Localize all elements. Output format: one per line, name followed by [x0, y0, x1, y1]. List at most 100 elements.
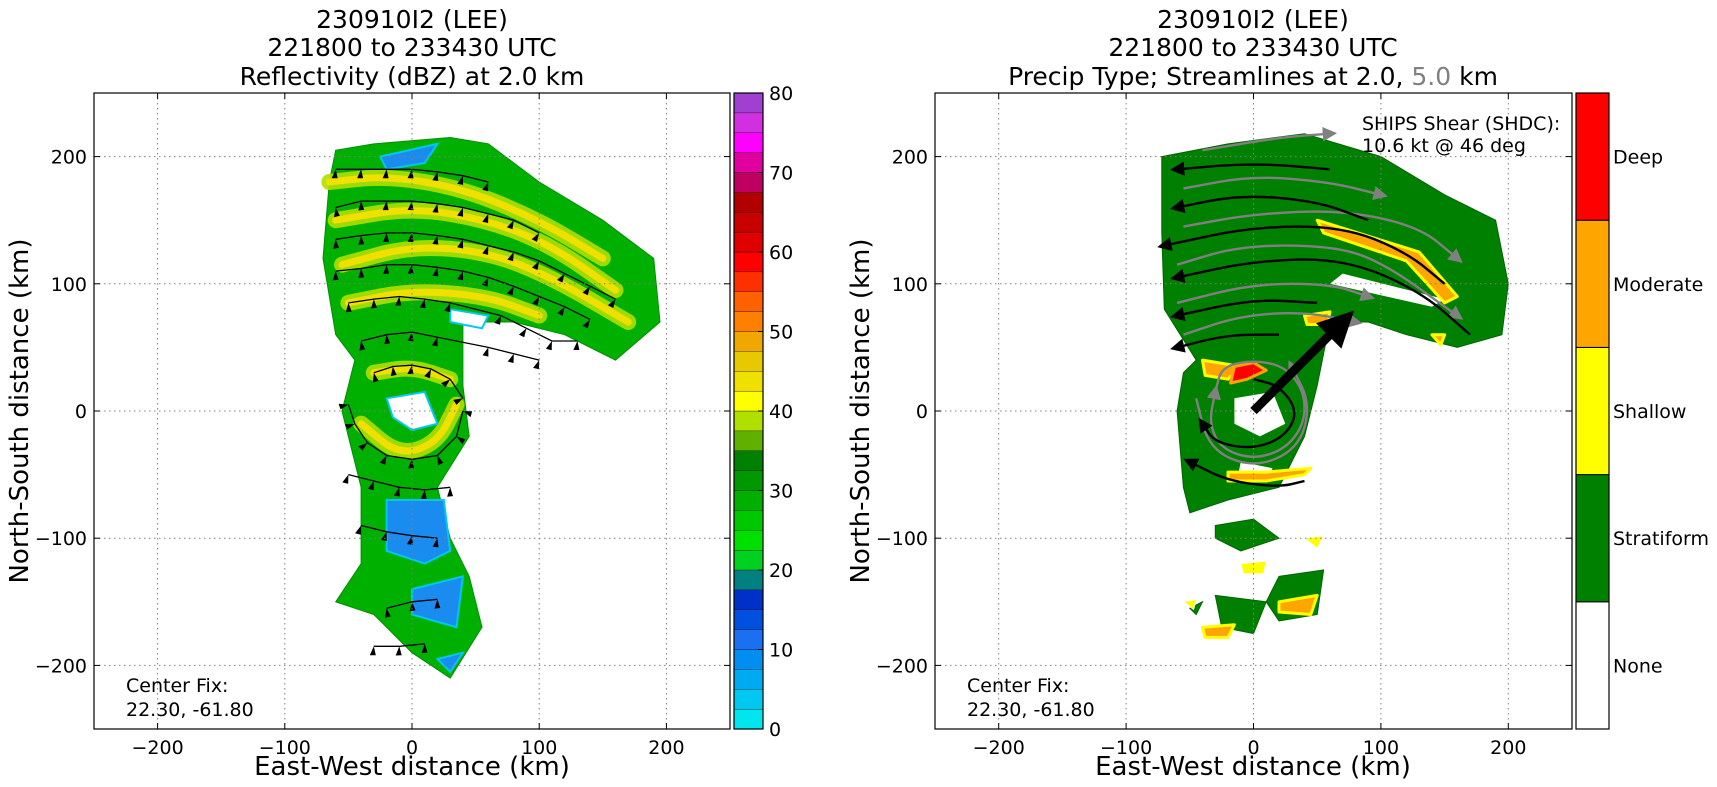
precip-colorbar-segment-3 — [1575, 219, 1610, 348]
wind-barb-4-1 — [371, 299, 377, 309]
right-title-highlight: 5.0 — [1411, 62, 1451, 91]
streamline-5km-4 — [1176, 282, 1376, 305]
colorbar-segment-25 — [733, 212, 764, 233]
right-title-prefix: Precip Type; Streamlines at 2.0, — [1008, 62, 1411, 91]
colorbar-segment-16 — [733, 390, 764, 412]
colorbar-segment-15 — [733, 410, 764, 432]
wind-barb-5-1 — [384, 334, 391, 345]
left-xtick-label-2: 0 — [406, 737, 418, 759]
wind-barb-3-3 — [407, 264, 414, 274]
streamline-2km-0 — [1169, 161, 1331, 176]
left-xtick-label-0: −200 — [132, 737, 184, 759]
colorbar-segment-18 — [733, 351, 764, 372]
left-ytick-label-3: 100 — [51, 274, 87, 296]
wind-barb-3-5 — [457, 271, 464, 281]
stratiform-blob-3 — [1188, 600, 1204, 616]
low-reflectivity-patch-0 — [385, 499, 452, 565]
colorbar-tick-label-5: 50 — [769, 322, 793, 344]
left-center-fix-label: Center Fix: — [126, 675, 228, 697]
wind-barb-4-4 — [444, 302, 451, 313]
wind-barb-5-6 — [533, 360, 540, 370]
wind-barb-7-2 — [358, 442, 368, 451]
reflectivity-band-core-5 — [357, 401, 460, 455]
shallow-patch-1 — [1182, 598, 1197, 611]
wind-barb-7-4 — [408, 459, 414, 469]
left-title-line-1: 230910I2 (LEE) — [316, 5, 508, 34]
wind-barb-shaft-9 — [360, 524, 438, 539]
colorbar-segment-10 — [733, 510, 764, 531]
streamline-2km-3 — [1170, 258, 1471, 336]
colorbar-tick-label-0: 0 — [769, 719, 781, 741]
shear-value: 10.6 kt @ 46 deg — [1362, 135, 1526, 157]
streamline-5km-0 — [1202, 127, 1338, 152]
wind-barb-5-3 — [431, 337, 438, 347]
low-reflectivity-patch-3 — [435, 651, 466, 674]
wind-barb-0-5 — [457, 175, 464, 185]
wind-barb-1-8 — [531, 232, 540, 242]
wind-barb-10-2 — [434, 599, 441, 609]
wind-barb-1-0 — [334, 207, 340, 218]
right-title-line-3: Precip Type; Streamlines at 2.0, 5.0 km — [1008, 62, 1498, 91]
wind-barb-9-2 — [406, 535, 413, 545]
moderate-patch-4 — [1277, 593, 1319, 616]
wind-barb-0-2 — [382, 169, 389, 179]
colorbar-segment-11 — [733, 490, 764, 511]
wind-barb-2-2 — [383, 232, 389, 243]
wind-barb-2-5 — [457, 239, 464, 249]
reflectivity-band-core-3 — [344, 288, 543, 320]
right-ytick-label-1: −100 — [876, 528, 928, 550]
wind-barb-11-0 — [369, 646, 376, 656]
left-ytick-label-4: 200 — [51, 147, 87, 169]
right-axis-ticks: −200 −100 0 100 200 −200 −100 0 100 200 — [876, 93, 1572, 759]
wind-barb-1-2 — [382, 201, 389, 211]
wind-barb-shaft-2 — [335, 232, 616, 300]
echo-hole-1 — [449, 308, 490, 330]
moderate-patch-1 — [1226, 466, 1313, 483]
wind-barb-3-1 — [358, 268, 365, 278]
colorbar-segment-24 — [733, 231, 764, 253]
shear-label: SHIPS Shear (SHDC): — [1362, 113, 1560, 135]
colorbar-segment-14 — [733, 430, 764, 451]
wind-barb-5-5 — [507, 353, 514, 363]
colorbar-segment-26 — [733, 192, 764, 213]
wind-barb-1-1 — [358, 201, 365, 211]
right-title-line-1: 230910I2 (LEE) — [1157, 5, 1349, 34]
wind-barb-6-4 — [441, 379, 451, 388]
colorbar-segment-28 — [733, 152, 764, 173]
wind-barb-0-1 — [357, 169, 364, 179]
streamline-5km-2 — [1183, 210, 1463, 264]
wind-barb-8-2 — [393, 487, 400, 497]
colorbar-segment-7 — [733, 569, 764, 591]
right-center-fix-value: 22.30, -61.80 — [967, 699, 1095, 721]
streamline-2km-6 — [1198, 378, 1296, 449]
right-ytick-label-0: −200 — [876, 655, 928, 677]
wind-barb-6-2 — [407, 365, 414, 375]
colorbar-segment-30 — [733, 112, 764, 133]
deep-patch — [1229, 361, 1268, 385]
wind-barb-shaft-6 — [373, 364, 464, 399]
colorbar-segment-1 — [733, 689, 764, 710]
colorbar-segment-6 — [733, 589, 764, 610]
wind-barb-9-1 — [380, 531, 387, 542]
wind-barb-9-0 — [355, 525, 362, 535]
wind-barb-4-0 — [345, 302, 352, 313]
wind-barb-2-0 — [333, 239, 339, 249]
left-xtick-label-3: 100 — [521, 737, 557, 759]
streamline-5km-1 — [1183, 176, 1388, 201]
wind-barb-8-4 — [447, 487, 453, 497]
wind-barb-3-8 — [532, 296, 540, 306]
streamline-2km-7 — [1183, 458, 1305, 487]
left-ytick-label-1: −100 — [35, 528, 87, 550]
precip-colorbar-segment-2 — [1575, 346, 1610, 476]
shallow-patch-2 — [1303, 535, 1325, 550]
colorbar-tick-label-2: 20 — [769, 560, 793, 582]
precip-colorbar-label-0: None — [1613, 655, 1663, 677]
precip-colorbar-label-2: Shallow — [1613, 401, 1686, 423]
colorbar-segment-27 — [733, 172, 764, 193]
wind-barb-3-0 — [332, 271, 339, 281]
colorbar-segment-29 — [733, 132, 764, 153]
left-xtick-label-1: −100 — [259, 737, 311, 759]
wind-barb-1-7 — [506, 220, 514, 230]
wind-barb-7-7 — [462, 411, 473, 418]
wind-barb-7-3 — [379, 455, 387, 465]
